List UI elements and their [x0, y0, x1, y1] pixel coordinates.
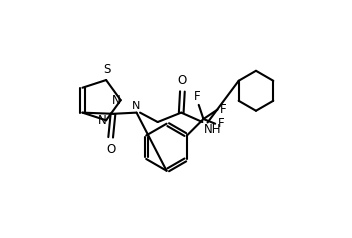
- Text: NH: NH: [203, 123, 221, 136]
- Text: F: F: [220, 103, 227, 116]
- Text: F: F: [194, 89, 201, 103]
- Text: N: N: [132, 101, 141, 111]
- Text: S: S: [103, 63, 111, 76]
- Text: N: N: [112, 94, 121, 107]
- Text: O: O: [178, 74, 187, 87]
- Text: N: N: [98, 114, 106, 127]
- Text: F: F: [218, 117, 225, 130]
- Text: O: O: [106, 143, 115, 156]
